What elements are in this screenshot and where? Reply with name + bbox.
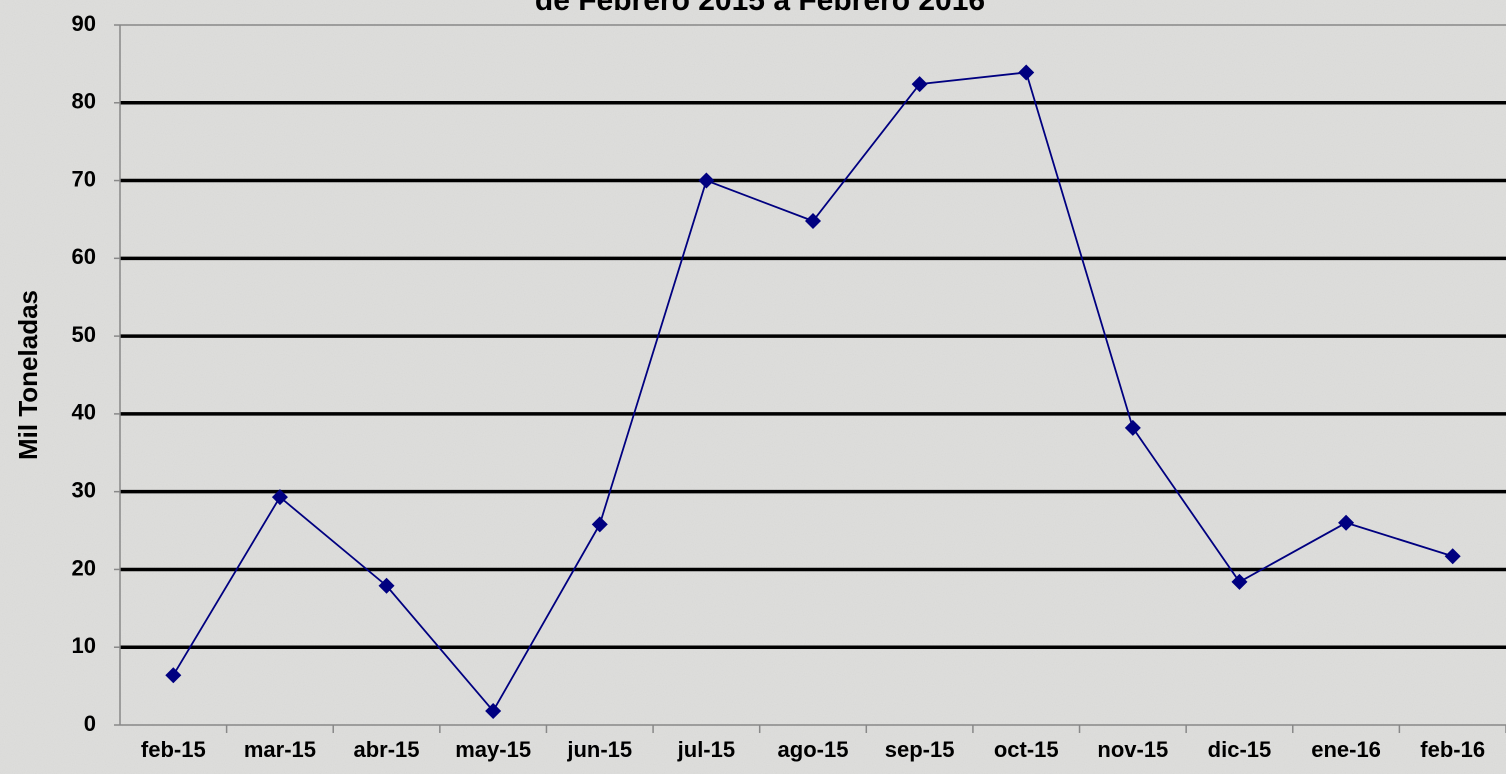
marker (271, 489, 288, 506)
y-tick-label: 10 (72, 633, 96, 658)
y-tick-label: 90 (72, 11, 96, 36)
x-tick-label: feb-15 (141, 737, 206, 762)
marker (485, 703, 502, 719)
marker (1444, 548, 1461, 565)
y-tick-label: 60 (72, 244, 96, 269)
x-tick-label: ago-15 (778, 737, 849, 762)
y-tick-label: 50 (72, 322, 96, 347)
x-tick-label: mar-15 (244, 737, 316, 762)
y-tick-label: 0 (84, 711, 96, 736)
x-tick-label: jul-15 (677, 737, 735, 762)
y-tick-label: 70 (72, 166, 96, 191)
marker (1338, 514, 1355, 531)
y-tick-label: 30 (72, 477, 96, 502)
y-tick-label: 40 (72, 400, 96, 425)
x-tick-label: jun-15 (566, 737, 632, 762)
x-tick-label: may-15 (455, 737, 531, 762)
marker (1124, 419, 1141, 436)
y-tick-label: 80 (72, 89, 96, 114)
marker (591, 516, 608, 533)
x-tick-label: nov-15 (1097, 737, 1168, 762)
marker (1231, 573, 1248, 590)
y-tick-label: 20 (72, 555, 96, 580)
marker (165, 667, 182, 684)
x-tick-label: sep-15 (885, 737, 955, 762)
marker (911, 76, 928, 93)
marker (805, 213, 821, 229)
x-tick-label: ene-16 (1311, 737, 1381, 762)
x-tick-label: dic-15 (1208, 737, 1272, 762)
marker (378, 577, 395, 594)
marker (1018, 64, 1035, 81)
marker (698, 172, 715, 189)
x-tick-label: oct-15 (994, 737, 1059, 762)
chart-title: de Febrero 2015 a Febrero 2016 (535, 0, 985, 17)
x-tick-label: feb-16 (1420, 737, 1485, 762)
x-tick-label: abr-15 (354, 737, 420, 762)
y-axis-label: Mil Toneladas (13, 290, 43, 460)
